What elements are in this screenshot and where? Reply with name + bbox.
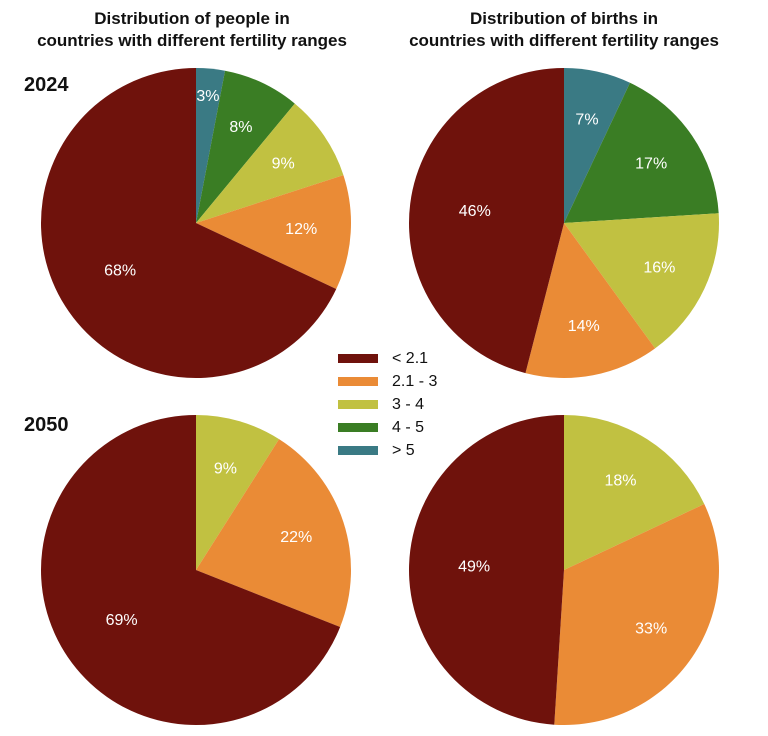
- legend-item: 4 - 5: [338, 416, 437, 439]
- slice-value-label: 33%: [635, 621, 667, 638]
- year-label-2024: 2024: [24, 74, 69, 96]
- pie-chart-births-2024: 7% 17% 16% 14% 46%: [408, 68, 719, 378]
- slice-value-label: 8%: [229, 119, 252, 136]
- pie-slice-4-5: [564, 82, 719, 224]
- slice-value-label: 22%: [280, 529, 312, 546]
- pie-slice-lt-2-1: [408, 415, 564, 725]
- pie-slice-2-1-3: [196, 175, 351, 289]
- legend-label: > 5: [392, 441, 415, 459]
- slice-value-label: 9%: [272, 155, 295, 172]
- legend-swatch: [338, 446, 378, 455]
- pie-slice-4-5: [196, 70, 295, 223]
- people-title-line-2: countries with different fertility range…: [37, 31, 347, 50]
- pie-slice-2-1-3: [196, 439, 351, 628]
- legend-swatch: [338, 354, 378, 363]
- pie-chart-births-2050: 18% 33% 49%: [408, 415, 719, 725]
- people-column-title: Distribution of people in countries with…: [2, 8, 382, 52]
- pie-slice-lt-2-1: [40, 415, 341, 725]
- legend-label: < 2.1: [392, 349, 429, 367]
- legend-swatch: [338, 377, 378, 386]
- pie-slice-lt-2-1: [41, 68, 337, 378]
- slice-value-label: 7%: [575, 112, 598, 129]
- slice-value-label: 18%: [604, 473, 636, 490]
- pie-slice-2-1-3: [554, 504, 719, 725]
- births-column-title: Distribution of births in countries with…: [374, 8, 754, 52]
- pie-slice-lt-2-1: [408, 68, 564, 374]
- legend-item: < 2.1: [338, 347, 437, 370]
- pie-slice-gt-5: [196, 68, 226, 223]
- slice-value-label: 46%: [459, 203, 491, 220]
- pie-slice-3-4: [564, 213, 719, 349]
- slice-value-label: 49%: [458, 559, 490, 576]
- legend-item: 2.1 - 3: [338, 370, 437, 393]
- slice-value-label: 12%: [285, 221, 317, 238]
- pie-chart-people-2024: 3% 8% 9% 12% 68%: [41, 68, 351, 378]
- legend-item: 3 - 4: [338, 393, 437, 416]
- legend-swatch: [338, 400, 378, 409]
- legend-label: 4 - 5: [392, 418, 425, 436]
- pie-slice-3-4: [564, 415, 705, 570]
- legend: < 2.1 2.1 - 3 3 - 4 4 - 5 > 5: [338, 347, 437, 462]
- legend-swatch: [338, 423, 378, 432]
- slice-value-label: 14%: [568, 318, 600, 335]
- slice-value-label: 16%: [643, 259, 675, 276]
- people-title-line-1: Distribution of people in: [94, 9, 290, 28]
- legend-label: 3 - 4: [392, 395, 425, 413]
- pie-chart-people-2050: 9% 22% 69%: [40, 415, 351, 725]
- slice-value-label: 9%: [214, 460, 237, 477]
- slice-value-label: 69%: [106, 612, 138, 629]
- legend-label: 2.1 - 3: [392, 372, 438, 390]
- births-title-line-1: Distribution of births in: [470, 9, 658, 28]
- pie-slice-3-4: [196, 103, 344, 223]
- legend-item: > 5: [338, 439, 437, 462]
- pie-slice-2-1-3: [525, 223, 656, 378]
- births-title-line-2: countries with different fertility range…: [409, 31, 719, 50]
- slice-value-label: 3%: [196, 88, 219, 105]
- year-label-2050: 2050: [24, 414, 69, 436]
- pie-slice-gt-5: [564, 68, 630, 223]
- slice-value-label: 68%: [104, 263, 136, 280]
- pie-slice-3-4: [196, 415, 280, 570]
- slice-value-label: 17%: [635, 155, 667, 172]
